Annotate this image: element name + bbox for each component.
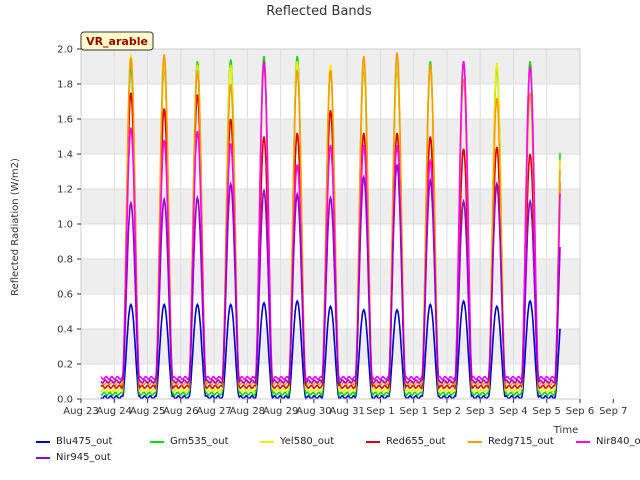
legend-label: Grn535_out: [170, 436, 229, 447]
legend-item-yel580_out: Yel580_out: [260, 436, 334, 447]
legend-label: Nir840_out: [596, 436, 640, 447]
series-line-nir840_out: [100, 61, 561, 382]
x-tick-label: Aug 31: [329, 406, 364, 417]
x-tick-label: Sep 4: [499, 406, 527, 417]
x-tick-label: Aug 29: [263, 406, 298, 417]
x-tick-label: Aug 27: [196, 406, 231, 417]
legend-swatch: [150, 440, 164, 443]
legend-swatch: [366, 440, 380, 443]
y-axis-label: Reflected Radiation (W/m2): [10, 158, 21, 296]
x-tick-label: Sep 1: [399, 406, 427, 417]
y-tick-label: 1.2: [57, 185, 73, 196]
x-tick-label: Sep 7: [599, 406, 627, 417]
legend-label: Yel580_out: [280, 436, 335, 447]
legend-label: Redg715_out: [488, 436, 554, 447]
grid-band: [81, 189, 580, 224]
series-layer: [80, 48, 581, 401]
chart-title: Reflected Bands: [266, 4, 372, 19]
y-tick-label: 1.6: [57, 115, 73, 126]
grid-band: [81, 259, 580, 294]
y-tick-label: 2.0: [57, 45, 73, 56]
y-tick-label: 0.0: [57, 395, 73, 406]
x-tick-label: Aug 25: [130, 406, 165, 417]
y-tick-label: 1.8: [57, 80, 73, 91]
legend-swatch: [576, 440, 590, 443]
y-tick-label: 0.4: [57, 325, 73, 336]
legend-swatch: [260, 440, 274, 443]
x-tick-label: Aug 26: [163, 406, 198, 417]
legend-swatch: [468, 440, 482, 443]
badge-label: VR_arable: [86, 35, 148, 48]
legend-item-blu475_out: Blu475_out: [36, 436, 112, 447]
series-line-blu475_out: [100, 299, 561, 401]
legend-item-nir945_out: Nir945_out: [36, 452, 111, 463]
legend-label: Red655_out: [386, 436, 446, 447]
legend-label: Blu475_out: [56, 436, 113, 447]
x-axis-label: Time: [553, 425, 578, 436]
x-tick-label: Sep 2: [433, 406, 461, 417]
legend-item-redg715_out: Redg715_out: [468, 436, 554, 447]
y-tick-label: 0.8: [57, 255, 73, 266]
legend-item-grn535_out: Grn535_out: [150, 436, 229, 447]
y-tick-label: 1.4: [57, 150, 73, 161]
legend-label: Nir945_out: [56, 452, 111, 463]
x-tick-label: Aug 23: [63, 406, 98, 417]
x-tick-label: Aug 30: [296, 406, 331, 417]
badge-box: [80, 31, 154, 51]
x-tick-label: Aug 28: [230, 406, 265, 417]
legend-swatch: [36, 456, 50, 459]
x-tick-label: Sep 6: [566, 406, 594, 417]
x-tick-label: Sep 5: [533, 406, 561, 417]
y-tick-label: 0.2: [57, 360, 73, 371]
series-line-redg715_out: [100, 52, 561, 387]
badge: VR_arable: [80, 31, 154, 51]
y-tick-label: 0.6: [57, 290, 73, 301]
y-tick-label: 1.0: [57, 220, 73, 231]
x-tick-label: Sep 1: [366, 406, 394, 417]
x-tick-label: Aug 24: [97, 406, 132, 417]
grid-band: [81, 329, 580, 364]
series-line-yel580_out: [100, 54, 561, 394]
series-line-red655_out: [100, 92, 561, 391]
legend-item-nir840_out: Nir840_out: [576, 436, 640, 447]
legend-item-red655_out: Red655_out: [366, 436, 445, 447]
series-line-nir945_out: [100, 164, 561, 385]
legend-swatch: [36, 440, 50, 443]
x-tick-label: Sep 3: [466, 406, 494, 417]
